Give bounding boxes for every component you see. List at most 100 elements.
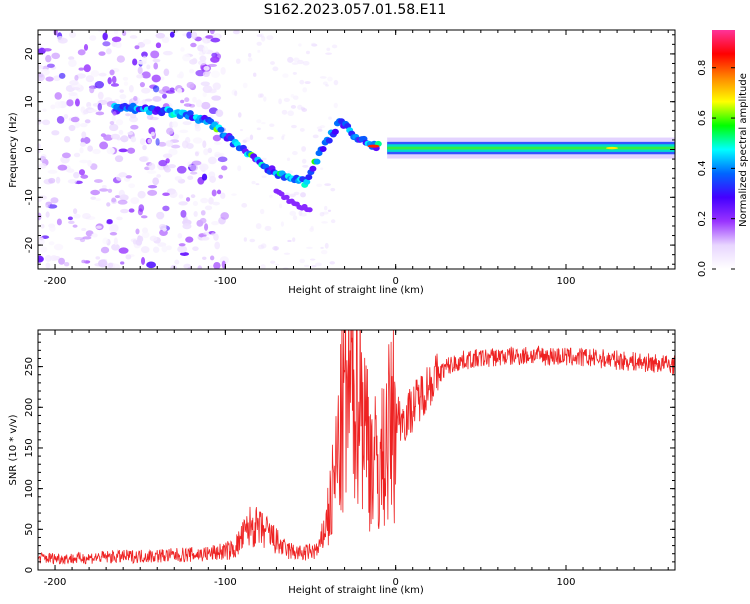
noise-blob [235, 58, 241, 64]
noise-blob [190, 171, 198, 175]
noise-blob [185, 197, 191, 202]
noise-blob [289, 210, 297, 216]
noise-blob [299, 258, 305, 264]
x-tick-label: -100 [214, 276, 237, 287]
noise-blob [164, 167, 171, 173]
noise-blob [90, 70, 100, 77]
noise-blob [66, 168, 75, 173]
noise-blob [256, 119, 262, 124]
noise-blob [198, 51, 205, 56]
noise-blob [301, 158, 307, 164]
noise-blob [163, 68, 170, 77]
noise-blob [57, 164, 68, 171]
noise-blob [81, 259, 86, 264]
noise-blob [108, 262, 114, 268]
noise-blob [202, 256, 207, 260]
noise-blob [211, 189, 217, 197]
noise-blob [136, 74, 144, 79]
noise-blob [128, 84, 134, 93]
noise-blob [261, 175, 267, 178]
noise-blob [266, 35, 274, 41]
noise-blob [177, 245, 188, 253]
noise-blob [166, 127, 174, 135]
noise-blob [201, 173, 208, 181]
noise-blob [260, 157, 267, 161]
noise-blob [105, 48, 112, 55]
noise-blob [72, 224, 78, 228]
noise-blob [38, 73, 45, 82]
noise-blob [199, 217, 207, 224]
noise-blob [179, 252, 190, 256]
noise-blob [279, 203, 283, 209]
noise-blob [248, 53, 252, 58]
figure-title: S162.2023.057.01.58.E11 [264, 2, 447, 18]
noise-blob [98, 30, 106, 33]
noise-blob [40, 223, 45, 229]
y-tick-label: 20 [24, 48, 35, 61]
x-tick-label: -200 [44, 276, 67, 287]
noise-blob [333, 79, 339, 86]
heatmap-x-ticks: -200 -100 0 100 [37, 30, 669, 287]
signal-blob [306, 207, 313, 213]
noise-blob [292, 237, 296, 242]
noise-blob [174, 176, 183, 181]
noise-blob [290, 94, 295, 98]
noise-blob [252, 72, 257, 77]
noise-blob [221, 260, 226, 269]
noise-blob [123, 81, 129, 86]
noise-blob [95, 198, 101, 202]
noise-blob [209, 30, 215, 35]
noise-blob [134, 45, 140, 50]
carrier-peak [605, 146, 618, 150]
noise-blob [76, 73, 86, 79]
noise-blob [239, 128, 244, 132]
noise-blob [109, 231, 118, 236]
signal-blob [313, 158, 321, 165]
noise-blob [321, 221, 328, 224]
noise-blob [216, 189, 222, 195]
noise-blob [302, 165, 309, 168]
noise-blob [162, 153, 173, 159]
noise-blob [209, 175, 217, 183]
noise-blob [211, 95, 222, 101]
heatmap-y-ticks: -20 -10 0 10 20 [24, 34, 675, 265]
noise-blob [201, 236, 210, 241]
noise-blob [91, 233, 98, 238]
noise-blob [137, 41, 146, 48]
noise-blob [107, 188, 113, 193]
noise-blob [282, 73, 289, 78]
noise-blob [162, 227, 167, 232]
noise-blob [146, 64, 151, 70]
noise-blob [181, 140, 189, 149]
noise-blob [72, 208, 78, 215]
noise-blob [46, 63, 55, 68]
noise-blob [286, 170, 294, 174]
noise-blob [270, 61, 275, 65]
y-tick-label: 150 [24, 438, 35, 457]
snr-series-line [38, 330, 675, 565]
noise-blob [260, 264, 266, 269]
noise-blob [100, 133, 107, 138]
noise-blob [316, 183, 323, 187]
noise-blob [99, 141, 109, 150]
noise-blob [202, 46, 209, 54]
noise-blob [125, 30, 131, 33]
x-tick-label: -200 [44, 577, 67, 588]
noise-blob [161, 36, 170, 44]
noise-blob [189, 164, 199, 172]
noise-blob [56, 115, 65, 124]
noise-blob [97, 102, 103, 111]
noise-blob [249, 134, 254, 141]
y-tick-label: -10 [24, 189, 35, 205]
noise-blob [119, 94, 127, 100]
noise-blob [118, 189, 125, 198]
noise-blob [111, 75, 117, 84]
noise-blob [118, 129, 124, 135]
noise-blob [68, 220, 75, 224]
noise-blob [51, 130, 60, 136]
noise-blob [213, 261, 221, 269]
carrier-core [387, 146, 675, 150]
noise-blob [192, 137, 203, 144]
noise-blob [310, 265, 317, 268]
noise-blob [82, 213, 91, 220]
